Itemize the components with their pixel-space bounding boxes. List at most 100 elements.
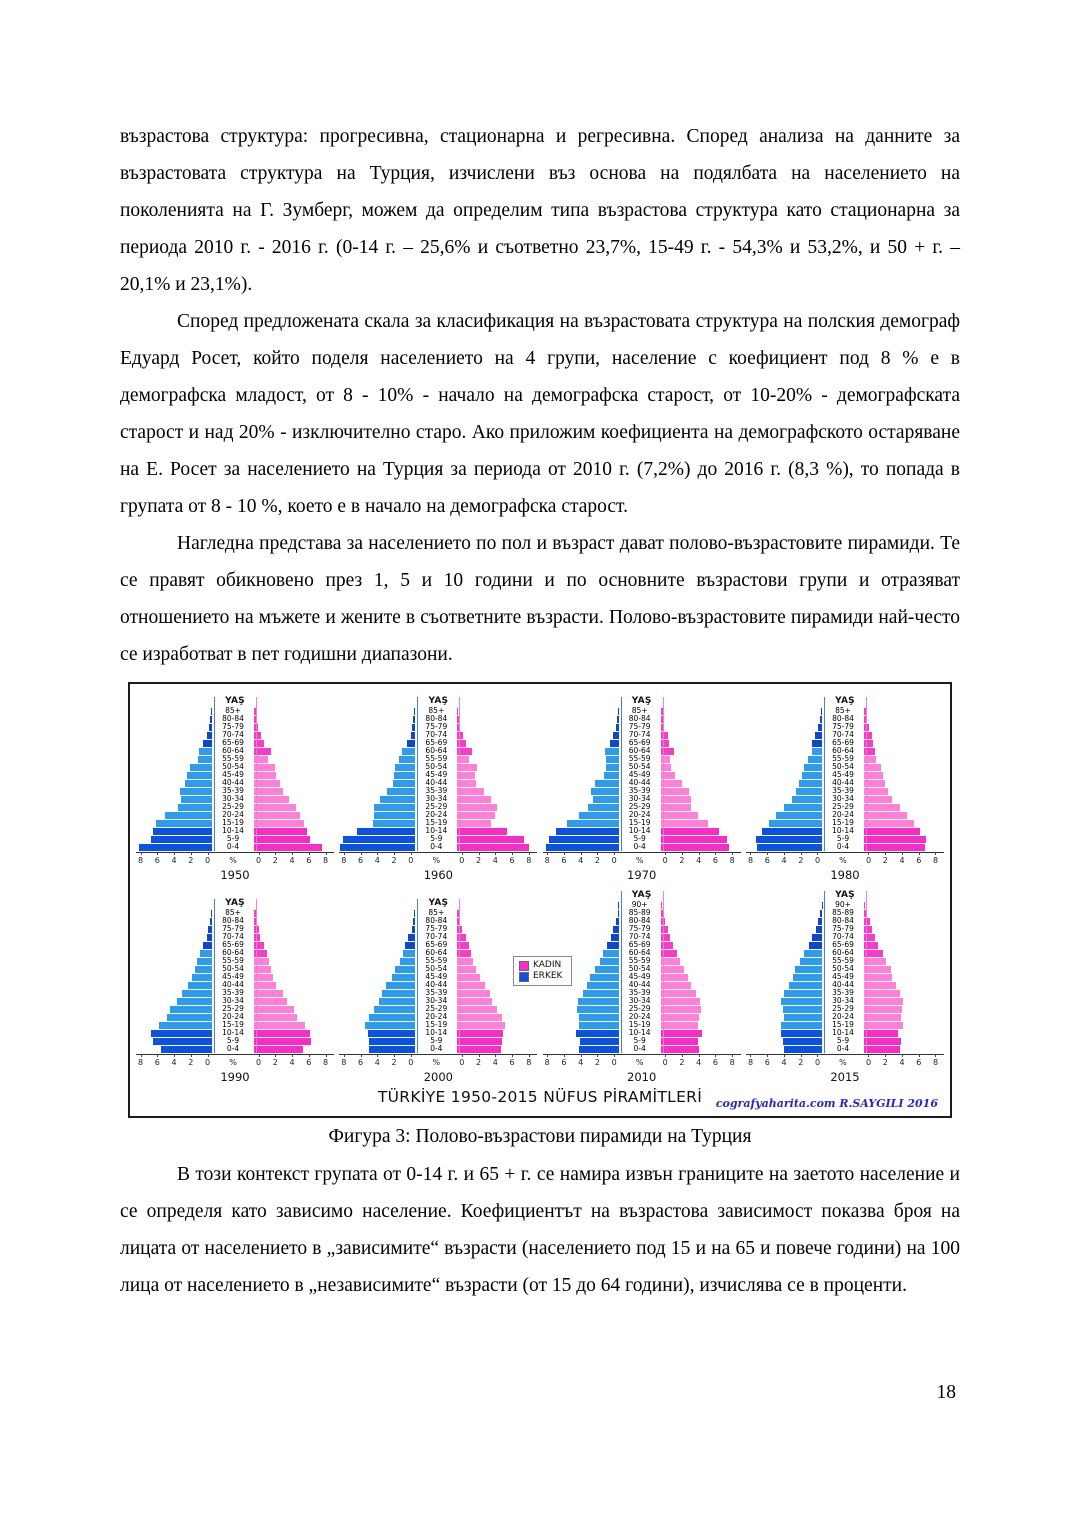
female-half [457, 997, 533, 1005]
tick-label: 6 [764, 852, 770, 865]
male-bar [546, 843, 619, 851]
male-bar [179, 787, 212, 795]
female-half [457, 819, 533, 827]
age-row-55-59: 55-59 [339, 957, 537, 965]
female-bar [660, 747, 674, 755]
female-half [863, 827, 940, 835]
male-half [136, 739, 212, 747]
pyramid-plot-2010: 90+ 85-89 80-84 75-79 70-74 65-69 60-64 55-59 50… [543, 891, 741, 1053]
male-half [543, 763, 619, 771]
age-group-label: 25-29 [222, 1004, 244, 1013]
female-half [863, 811, 940, 819]
tick-label: 2 [882, 1054, 888, 1067]
female-bar [863, 981, 897, 989]
female-bar [254, 917, 257, 925]
age-group-label: 85+ [835, 706, 851, 715]
age-row-75-79: 75-79 [543, 925, 741, 933]
male-bar [793, 973, 822, 981]
male-half [543, 803, 619, 811]
male-half [136, 989, 212, 997]
age-group-label: 45-49 [222, 770, 244, 779]
tick-label: 4 [781, 852, 787, 865]
x-axis-ticks: 8 6 4 2 0% 0 2 4 6 8 [339, 1054, 537, 1067]
age-group-label: 45-49 [425, 770, 448, 779]
female-half [863, 787, 940, 795]
male-half [339, 989, 416, 997]
female-bar [863, 843, 925, 851]
male-half [136, 843, 212, 851]
female-half [863, 1045, 940, 1053]
age-group-label: 80-84 [222, 714, 244, 723]
female-half [254, 965, 330, 973]
male-half [746, 755, 822, 763]
female-half [863, 771, 940, 779]
male-half [543, 739, 619, 747]
age-row-65-69: 65-69 [136, 739, 334, 747]
female-half [863, 835, 940, 843]
female-half [660, 1005, 737, 1013]
age-row-45-49: 45-49 [746, 973, 944, 981]
male-bar [612, 731, 619, 739]
male-bar [578, 1045, 619, 1053]
male-bar [402, 747, 416, 755]
age-group-label: 45-49 [628, 972, 651, 981]
male-half [543, 1005, 619, 1013]
male-bar [374, 1005, 416, 1013]
male-bar [343, 835, 416, 843]
tick-label: 6 [154, 1054, 160, 1067]
male-bar [615, 917, 619, 925]
male-bar [818, 723, 822, 731]
female-half [457, 933, 533, 941]
age-row-70-74: 70-74 [746, 933, 944, 941]
age-row-10-14: 10-14 [746, 827, 944, 835]
female-half [863, 997, 940, 1005]
male-bar [207, 933, 212, 941]
male-half [339, 1005, 416, 1013]
age-group-label: 20-24 [832, 1012, 854, 1021]
female-half [254, 933, 330, 941]
male-bar [394, 771, 416, 779]
age-group-label: 45-49 [222, 972, 244, 981]
age-group-label: 55-59 [222, 754, 244, 763]
male-bar [607, 941, 619, 949]
male-zero-axis [620, 697, 622, 851]
female-half [254, 747, 330, 755]
male-half [543, 827, 619, 835]
male-bar [808, 941, 822, 949]
male-half [136, 763, 212, 771]
age-group-label: 65-69 [628, 940, 651, 949]
age-row-55-59: 55-59 [136, 957, 334, 965]
tick-label: 8 [747, 852, 754, 865]
tick-label: 8 [729, 852, 735, 865]
female-bar [660, 1021, 698, 1029]
female-half [660, 723, 737, 731]
male-half [339, 835, 416, 843]
age-row-60-64: 60-64 [543, 949, 741, 957]
female-half [254, 707, 330, 715]
female-half [457, 843, 533, 851]
age-row-30-34: 30-34 [543, 997, 741, 1005]
male-half [136, 909, 212, 917]
male-half [746, 901, 822, 909]
age-group-label: 55-59 [425, 956, 448, 965]
female-bar [660, 901, 662, 909]
male-bar [577, 997, 619, 1005]
male-half [339, 949, 416, 957]
female-half [254, 771, 330, 779]
female-half [457, 811, 533, 819]
female-bar [254, 1045, 304, 1053]
age-group-label: 25-29 [425, 802, 448, 811]
age-row-25-29: 25-29 [746, 803, 944, 811]
age-group-label: 35-39 [425, 988, 448, 997]
female-half [254, 925, 330, 933]
male-half [543, 957, 619, 965]
female-bar [660, 755, 671, 763]
female-bar [660, 941, 673, 949]
female-bar [254, 965, 272, 973]
female-bar [660, 787, 690, 795]
age-row-30-34: 30-34 [339, 997, 537, 1005]
tick-label: 8 [341, 852, 347, 865]
